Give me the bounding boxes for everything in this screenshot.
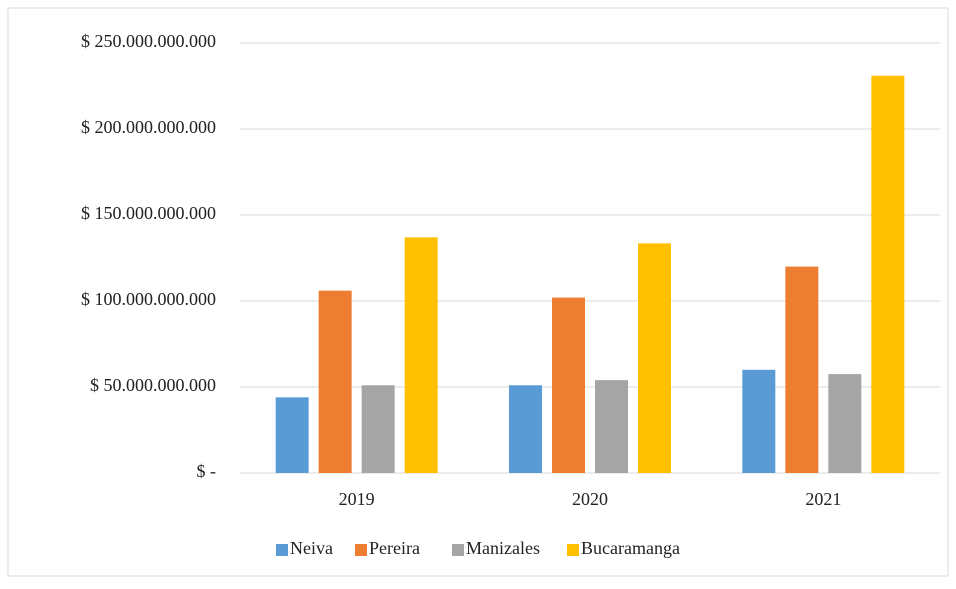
legend-swatch (355, 544, 367, 556)
bar (638, 243, 671, 473)
x-tick-label: 2020 (572, 489, 608, 509)
y-tick-label: $ 50.000.000.000 (90, 375, 216, 395)
bar (275, 397, 309, 473)
x-tick-label: 2019 (339, 489, 375, 509)
bar (742, 369, 776, 473)
legend-label: Neiva (290, 538, 333, 558)
bar (361, 385, 395, 473)
y-tick-label: $ 200.000.000.000 (81, 117, 216, 137)
y-tick-label: $ - (197, 461, 217, 481)
bar (404, 237, 438, 473)
legend-swatch (567, 544, 579, 556)
x-tick-label: 2021 (805, 489, 841, 509)
legend-swatch (276, 544, 288, 556)
bar (828, 374, 862, 473)
y-tick-label: $ 150.000.000.000 (81, 203, 216, 223)
legend-label: Pereira (369, 538, 420, 558)
bar (595, 380, 628, 473)
bar (785, 266, 819, 473)
bar (552, 297, 585, 473)
bar (871, 75, 905, 474)
legend-label: Bucaramanga (581, 538, 680, 558)
legend-label: Manizales (466, 538, 540, 558)
bar (318, 290, 352, 473)
bar (509, 385, 542, 473)
y-tick-label: $ 100.000.000.000 (81, 289, 216, 309)
legend-swatch (452, 544, 464, 556)
y-tick-label: $ 250.000.000.000 (81, 31, 216, 51)
